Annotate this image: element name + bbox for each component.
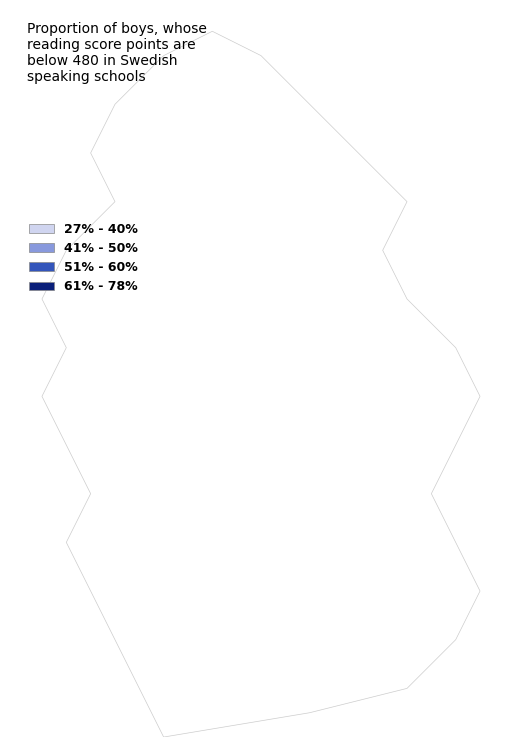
Polygon shape — [42, 31, 480, 737]
Text: Proportion of boys, whose
reading score points are
below 480 in Swedish
speaking: Proportion of boys, whose reading score … — [27, 22, 207, 84]
Legend: 27% - 40%, 41% - 50%, 51% - 60%, 61% - 78%: 27% - 40%, 41% - 50%, 51% - 60%, 61% - 7… — [24, 218, 143, 298]
